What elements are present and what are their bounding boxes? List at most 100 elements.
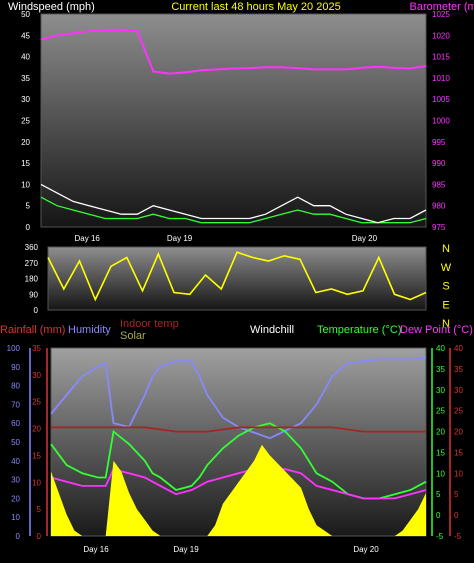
panel1-background (41, 14, 426, 227)
dew-tick-40: 40 (454, 344, 463, 353)
windspeed-tick-35: 35 (21, 74, 30, 83)
panel1-day-labels: Day 16 Day 19 Day 20 (75, 234, 378, 243)
dew-tick-20: 20 (454, 428, 463, 437)
series-solar (51, 444, 426, 536)
humidity-tick-90: 90 (11, 363, 20, 372)
panel3-day-labels: Day 16 Day 19 Day 20 (83, 545, 379, 554)
panel3-day-label-2: Day 20 (353, 545, 379, 554)
temperature-tick-5: 5 (436, 490, 441, 499)
temperature-tick-35: 35 (436, 365, 445, 374)
dew-tick-15: 15 (454, 448, 463, 457)
panel3-day-label-1: Day 19 (173, 545, 199, 554)
panel3-series (50, 356, 427, 536)
series-barometer-mb- (40, 28, 427, 75)
rain-tick-25: 25 (32, 398, 41, 407)
barometer-tick-1020: 1020 (432, 31, 450, 40)
barometer-tick-1005: 1005 (432, 95, 450, 104)
humidity-tick-30: 30 (11, 476, 20, 485)
rain-tick-30: 30 (32, 371, 41, 380)
direction-tick-180: 180 (25, 275, 39, 284)
windspeed-tick-30: 30 (21, 95, 30, 104)
series-gust (40, 183, 427, 224)
panel1-series (40, 28, 427, 224)
humidity-tick-100: 100 (7, 344, 21, 353)
windspeed-axis-label: Windspeed (mph) (8, 1, 95, 13)
windspeed-tick-15: 15 (21, 159, 30, 168)
series-wind-direction (47, 251, 427, 302)
barometer-tick-990: 990 (432, 159, 446, 168)
humidity-tick-10: 10 (11, 513, 20, 522)
windspeed-tick-40: 40 (21, 53, 30, 62)
compass-label-0: N (442, 243, 450, 255)
humidity-tick-70: 70 (11, 400, 20, 409)
dew-tick-35: 35 (454, 365, 463, 374)
windspeed-tick-25: 25 (21, 117, 30, 126)
legend-solar: Solar (120, 330, 146, 342)
windspeed-tick-20: 20 (21, 138, 30, 147)
barometer-tick-995: 995 (432, 138, 446, 147)
temperature-tick-40: 40 (436, 344, 445, 353)
temperature-tick-25: 25 (436, 407, 445, 416)
rain-tick-10: 10 (32, 478, 41, 487)
panel1-day-label-1: Day 19 (167, 234, 193, 243)
windspeed-tick-10: 10 (21, 180, 30, 189)
legend-indoor-temp: Indoor temp (120, 318, 179, 330)
rain-tick-35: 35 (32, 344, 41, 353)
temperature-tick-0: 0 (436, 511, 441, 520)
legend-temperature: Temperature (°C) (317, 324, 401, 336)
direction-tick-0: 0 (34, 306, 39, 315)
rain-tick-0: 0 (37, 532, 42, 541)
rain-tick-15: 15 (32, 451, 41, 460)
humidity-tick-60: 60 (11, 419, 20, 428)
windspeed-axis-ticks: 0 5 10 15 20 25 30 35 40 45 50 (21, 10, 30, 232)
dew-tick-25: 25 (454, 407, 463, 416)
humidity-tick-50: 50 (11, 438, 20, 447)
series-dew-point-c (50, 468, 427, 500)
barometer-tick-1025: 1025 (432, 10, 450, 19)
barometer-tick-980: 980 (432, 202, 446, 211)
legend-humidity: Humidity (68, 324, 111, 336)
barometer-tick-985: 985 (432, 180, 446, 189)
series-humidity (50, 356, 427, 440)
series-windspeed-mph- (40, 196, 427, 224)
panel3-day-label-0: Day 16 (83, 545, 109, 554)
dew-tick-30: 30 (454, 386, 463, 395)
chart-title: Current last 48 hours May 20 2025 (171, 1, 340, 13)
temperature-tick-10: 10 (436, 469, 445, 478)
compass-label-1: W (441, 262, 452, 274)
legend-windchill: Windchill (250, 324, 294, 336)
direction-axis-ticks: 0 90 180 270 360 (25, 243, 39, 315)
panel1-border (40, 13, 427, 228)
temperature-tick-20: 20 (436, 428, 445, 437)
windspeed-tick-5: 5 (26, 202, 31, 211)
temperature-tick-30: 30 (436, 386, 445, 395)
barometer-axis-ticks: 975 980 985 990 995 1000 1005 1010 1015 1020 1025 (432, 10, 450, 232)
dew-tick--5: -5 (454, 532, 462, 541)
legend-dew-point: Dew Point (°C) (400, 324, 473, 336)
temperature-panel: Rainfall (mm) Humidity Indoor temp Solar… (0, 318, 473, 554)
humidity-tick-40: 40 (11, 457, 20, 466)
panel2-background (48, 247, 426, 310)
humidity-tick-80: 80 (11, 382, 20, 391)
temperature-tick-15: 15 (436, 448, 445, 457)
legend-rainfall: Rainfall (mm) (0, 324, 65, 336)
humidity-tick-0: 0 (16, 532, 21, 541)
barometer-axis-label: Barometer (mb) (409, 1, 474, 13)
compass-label-3: E (442, 299, 449, 311)
windspeed-tick-0: 0 (26, 223, 31, 232)
direction-tick-270: 270 (25, 259, 39, 268)
barometer-tick-975: 975 (432, 223, 446, 232)
rain-tick-20: 20 (32, 425, 41, 434)
compass-label-2: S (442, 281, 449, 293)
panel1-day-label-0: Day 16 (75, 234, 101, 243)
windspeed-tick-45: 45 (21, 31, 30, 40)
dew-tick-0: 0 (454, 511, 459, 520)
humidity-tick-20: 20 (11, 494, 20, 503)
direction-tick-360: 360 (25, 243, 39, 252)
panel1-day-label-2: Day 20 (352, 234, 378, 243)
rain-tick-5: 5 (37, 505, 42, 514)
direction-tick-90: 90 (29, 290, 38, 299)
barometer-tick-1015: 1015 (432, 53, 450, 62)
